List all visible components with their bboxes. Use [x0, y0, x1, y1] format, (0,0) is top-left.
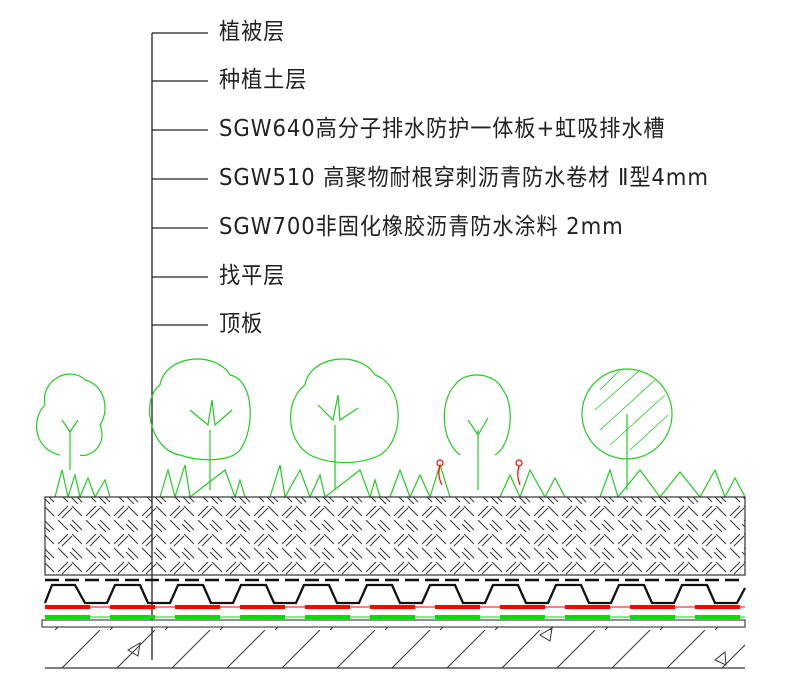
planting-soil-layer: [44, 496, 746, 576]
tree-icon: [36, 373, 106, 470]
label-waterproof-coating: SGW700非固化橡胶沥青防水涂料 2mm: [219, 214, 624, 240]
label-vegetation-layer: 植被层: [219, 19, 286, 45]
label-drainage-board: SGW640高分子排水防护一体板+虹吸排水槽: [219, 116, 666, 142]
tree-icon: [443, 374, 511, 490]
label-planting-soil: 种植土层: [219, 67, 308, 93]
drainage-board: [43, 583, 747, 605]
tree-icon: [290, 358, 399, 490]
tree-icon: [149, 358, 251, 490]
flower-icons: [436, 459, 523, 486]
label-root-resistant-membrane: SGW510 高聚物耐根穿刺沥青防水卷材 Ⅱ型4mm: [219, 165, 709, 191]
label-roof-slab: 顶板: [219, 311, 264, 337]
label-leveling-layer: 找平层: [219, 263, 286, 289]
vegetation-layer: [36, 358, 746, 500]
grass-icon: [54, 462, 746, 500]
roof-slab: [45, 627, 745, 668]
leveling-layer: [41, 619, 746, 628]
